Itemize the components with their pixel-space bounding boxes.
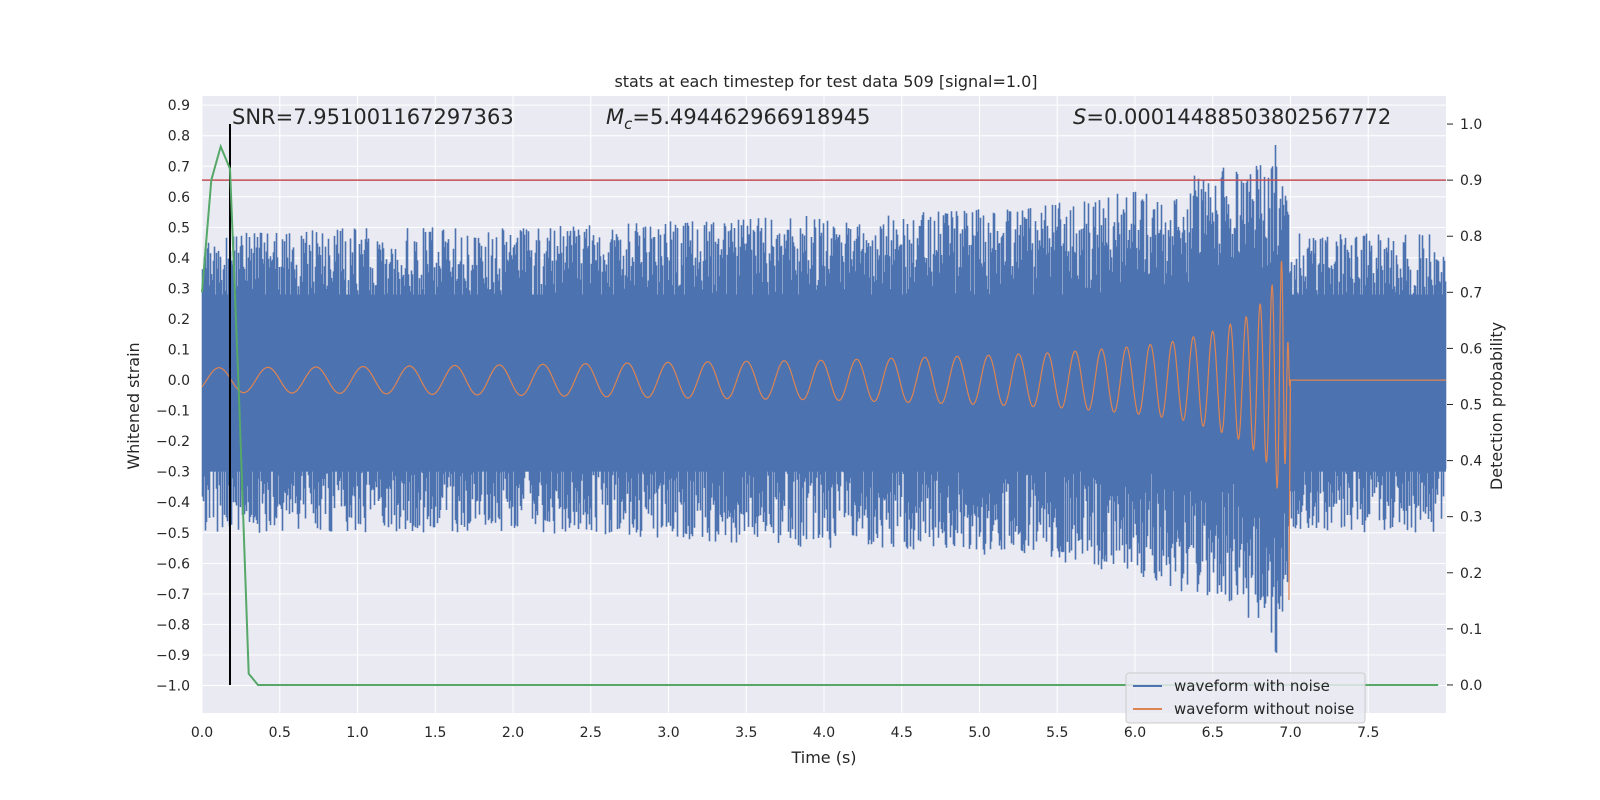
y-tick-label: 0.4 xyxy=(168,251,190,267)
y2-tick-label: 1.0 xyxy=(1460,117,1482,133)
y2-axis-label: Detection probability xyxy=(1487,322,1506,490)
y-tick-label: −0.2 xyxy=(156,434,190,450)
y2-tick-label: 0.1 xyxy=(1460,622,1482,638)
y2-tick-label: 0.3 xyxy=(1460,510,1482,526)
x-tick-label: 3.0 xyxy=(657,725,679,741)
x-axis: 0.0 0.5 1.0 1.5 2.0 2.5 3.0 3.5 4.0 4.5 5.0 5.5 6.0 6… xyxy=(191,725,1380,741)
y-tick-label: 0.7 xyxy=(168,159,190,175)
x-tick-label: 7.0 xyxy=(1279,725,1301,741)
overlay-lines xyxy=(201,124,1446,686)
x-tick-label: 6.5 xyxy=(1202,725,1224,741)
noise-dense-band xyxy=(202,294,1446,472)
y-tick-label: 0.9 xyxy=(168,98,190,114)
x-tick-label: 2.5 xyxy=(580,725,602,741)
x-tick-label: 6.0 xyxy=(1124,725,1146,741)
y-axis-left: 0.9 0.8 0.7 0.6 0.5 0.4 0.3 0.2 0.1 0.0 −0.1 −0.2 −0… xyxy=(156,98,190,694)
x-tick-label: 1.0 xyxy=(346,725,368,741)
x-tick-label: 4.5 xyxy=(891,725,913,741)
chirp-mass-symbol: M xyxy=(606,105,624,129)
y-axis-label: Whitened strain xyxy=(124,342,143,469)
annotations: SNR=7.951001167297363 Mc=5.4944629669189… xyxy=(232,105,1391,133)
x-tick-label: 0.0 xyxy=(191,725,213,741)
y-tick-label: 0.0 xyxy=(168,373,190,389)
chirp-mass-subscript: c xyxy=(624,115,633,133)
y-tick-label: −0.3 xyxy=(156,465,190,481)
x-tick-label: 7.5 xyxy=(1357,725,1379,741)
y-tick-label: −0.9 xyxy=(156,648,190,664)
legend-box xyxy=(1125,672,1366,724)
y-tick-label: −0.7 xyxy=(156,587,190,603)
series-waveform-with-noise xyxy=(201,145,1447,653)
x-axis-label: Time (s) xyxy=(790,748,856,767)
legend-label-noise: waveform with noise xyxy=(1174,677,1330,695)
y-tick-label: −0.8 xyxy=(156,617,190,633)
legend-label-signal: waveform without noise xyxy=(1174,700,1354,718)
y2-tick-label: 0.8 xyxy=(1460,229,1482,245)
legend: waveform with noise waveform without noi… xyxy=(1125,672,1366,724)
x-tick-label: 4.0 xyxy=(813,725,835,741)
chirp-mass-value: =5.494462966918945 xyxy=(632,105,870,129)
x-tick-label: 5.5 xyxy=(1046,725,1068,741)
y-tick-label: 0.3 xyxy=(168,281,190,297)
statistic-value: =0.00014488503802567772 xyxy=(1086,105,1391,129)
detection-probability-line xyxy=(201,143,1439,686)
y-tick-label: −1.0 xyxy=(156,679,190,695)
y-tick-label: 0.1 xyxy=(168,343,190,359)
x-tick-label: 5.0 xyxy=(968,725,990,741)
x-tick-label: 2.0 xyxy=(502,725,524,741)
y-tick-label: −0.4 xyxy=(156,495,190,511)
y-axis-right: 1.0 0.9 0.8 0.7 0.6 0.5 0.4 0.3 0.2 0.1 0.0 xyxy=(1447,117,1482,694)
y-tick-label: −0.6 xyxy=(156,556,190,572)
y2-tick-label: 0.7 xyxy=(1460,285,1482,301)
y-tick-label: 0.8 xyxy=(168,129,190,145)
y-tick-label: 0.2 xyxy=(168,312,190,328)
y2-tick-label: 0.6 xyxy=(1460,341,1482,357)
y2-tick-label: 0.5 xyxy=(1460,398,1482,414)
y2-tick-label: 0.2 xyxy=(1460,566,1482,582)
series-waveform-without-noise xyxy=(201,260,1446,601)
signal-trace xyxy=(201,260,1446,601)
y-tick-label: −0.5 xyxy=(156,526,190,542)
y2-tick-label: 0.9 xyxy=(1460,173,1482,189)
y-tick-label: 0.6 xyxy=(168,190,190,206)
x-tick-label: 1.5 xyxy=(424,725,446,741)
statistic-symbol: S xyxy=(1073,105,1086,129)
y2-tick-label: 0.0 xyxy=(1460,678,1482,694)
x-tick-label: 0.5 xyxy=(269,725,291,741)
statistic-annotation: S=0.00014488503802567772 xyxy=(1073,105,1391,129)
x-tick-label: 3.5 xyxy=(735,725,757,741)
y2-tick-label: 0.4 xyxy=(1460,454,1482,470)
y-tick-label: 0.5 xyxy=(168,220,190,236)
snr-annotation: SNR=7.951001167297363 xyxy=(232,105,514,129)
chirp-mass-annotation: Mc=5.494462966918945 xyxy=(606,105,870,133)
chart-title: stats at each timestep for test data 509… xyxy=(614,72,1037,91)
y-tick-label: −0.1 xyxy=(156,404,190,420)
